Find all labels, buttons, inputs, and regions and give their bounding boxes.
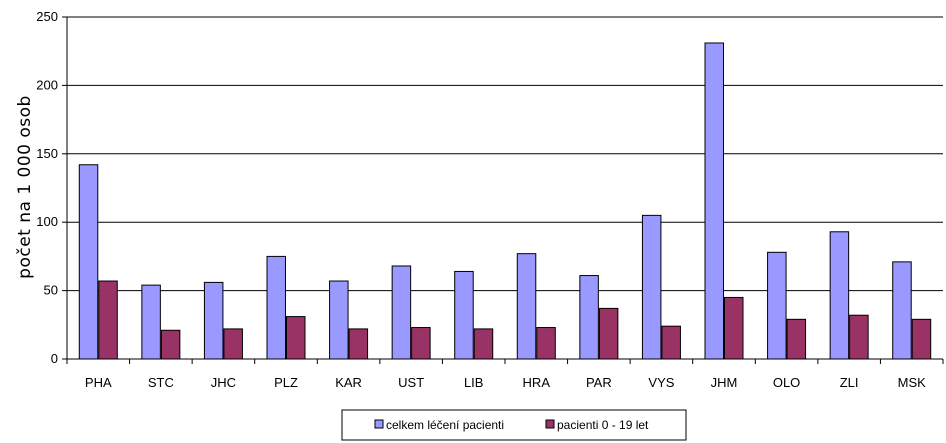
bars [78,42,932,360]
x-category-label: STC [148,375,174,390]
bar-zli-series-1 [829,231,850,360]
y-tick-label: 200 [36,77,58,92]
y-tick-label: 100 [36,214,58,229]
legend-swatch-series-2 [545,419,555,429]
bar-olo-series-1 [767,251,787,360]
bar-stc-series-2 [160,329,181,360]
x-category-label: JHC [211,375,236,390]
y-axis-title: počet na 1 000 osob [15,95,35,279]
bar-jhc-series-2 [223,328,243,360]
bar-jhm-series-1 [704,42,724,360]
bar-hra-series-2 [536,327,556,360]
y-tick-label: 250 [36,9,58,24]
x-category-label: JHM [711,375,738,390]
bar-lib-series-1 [454,270,474,360]
gridlines [67,16,943,292]
x-category-label: PLZ [274,375,298,390]
bar-jhc-series-1 [203,281,224,360]
bar-par-series-1 [579,275,599,360]
x-category-label: ZLI [840,375,859,390]
bar-kar-series-1 [329,280,349,360]
bar-zli-series-2 [849,314,869,360]
bar-pha-series-2 [98,280,118,360]
x-category-label: KAR [335,375,362,390]
bar-hra-series-1 [516,253,537,360]
y-tick-label: 150 [36,146,58,161]
bar-plz-series-1 [266,255,286,360]
x-category-label: HRA [523,375,551,390]
bar-lib-series-2 [473,328,494,360]
x-category-label: PAR [586,375,612,390]
y-tick-label: 0 [51,351,58,366]
legend-box [341,409,687,441]
bar-vys-series-2 [661,325,681,360]
legend-label-series-1: celkem léčení pacienti [386,418,504,432]
x-category-label: VYS [648,375,674,390]
bar-msk-series-2 [911,318,932,360]
bar-pha-series-1 [78,164,99,360]
x-category-labels: PHA STC JHC PLZ KAR UST LIB HRA PAR VYS JHM OLO ZLI M… [85,375,926,390]
x-category-label: PHA [85,375,112,390]
bar-olo-series-2 [786,318,807,360]
bar-kar-series-2 [348,328,369,360]
y-tick-labels: 0 50 100 150 200 250 [36,9,58,366]
bar-par-series-2 [598,307,619,360]
x-category-label: OLO [773,375,800,390]
legend: celkem léčení pacienti pacienti 0 - 19 le… [341,409,687,441]
bar-ust-series-2 [411,327,431,360]
bar-plz-series-2 [286,316,306,360]
bar-stc-series-1 [141,284,161,360]
y-tick-label: 50 [44,283,58,298]
bar-msk-series-1 [892,261,912,360]
bar-vys-series-1 [641,214,662,360]
axes [62,16,944,364]
bar-jhm-series-2 [724,296,744,360]
x-category-label: UST [398,375,424,390]
legend-label-series-2: pacienti 0 - 19 let [557,418,649,432]
x-category-label: LIB [464,375,484,390]
x-category-label: MSK [898,375,927,390]
bar-ust-series-1 [391,265,412,360]
legend-swatch-series-1 [374,419,384,429]
